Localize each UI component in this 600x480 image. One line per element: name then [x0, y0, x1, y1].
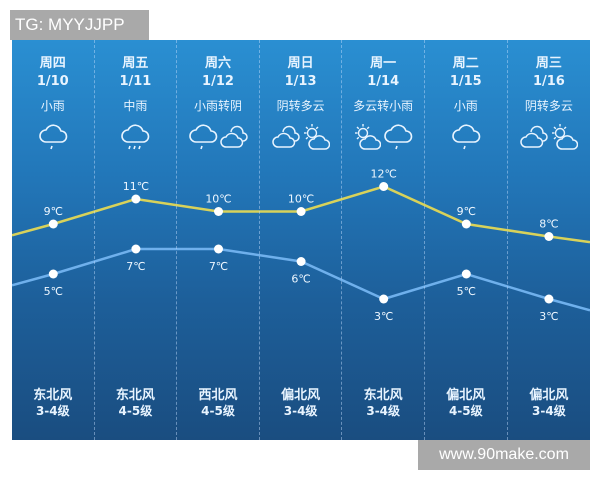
weekday-label: 周四 [39, 56, 66, 71]
low-temp-point [461, 269, 471, 279]
low-temp-label: 6℃ [291, 273, 310, 286]
high-temp-point [379, 182, 389, 191]
high-temp-label: 11℃ [123, 180, 149, 193]
watermark-bottom: www.90make.com [418, 440, 590, 470]
date-label: 1/13 [284, 74, 317, 89]
weather-icons [508, 120, 591, 158]
high-temp-point [214, 207, 223, 216]
weekday-label: 周三 [535, 56, 562, 71]
temperature-chart: 9℃ 11℃ 10℃ 10℃ 12℃ 9℃ 8℃ 5℃ 7℃ 7℃ 6℃ 3℃ 5℃ 3℃ [12, 168, 590, 323]
wind-direction: 东北风 [363, 388, 403, 403]
light-rain-icon [38, 120, 68, 158]
low-temp-label: 7℃ [209, 260, 228, 273]
date-label: 1/16 [532, 74, 565, 89]
wind-direction: 偏北风 [446, 388, 486, 403]
low-temp-label: 7℃ [126, 260, 145, 273]
date-label: 1/14 [367, 74, 400, 89]
light-rain-icon [451, 120, 481, 158]
moderate-rain-icon [120, 120, 150, 158]
low-temp-point [48, 269, 58, 279]
weather-icons [260, 120, 342, 158]
date-label: 1/11 [119, 74, 152, 89]
condition-label: 中雨 [123, 99, 148, 113]
weather-icons [12, 120, 94, 158]
weekday-label: 周六 [204, 56, 231, 71]
high-temp-point [131, 194, 141, 204]
high-temp-point [296, 207, 306, 216]
weekday-label: 周日 [287, 56, 314, 71]
wind-level: 4-5级 [448, 404, 483, 418]
weather-icons [342, 120, 424, 158]
light-rain-icon [188, 120, 218, 158]
day-column: 周五 1/11 中雨东北风 4-5级 [95, 40, 178, 440]
wind-level: 3-4级 [283, 404, 318, 418]
wind-direction: 东北风 [115, 388, 155, 403]
high-temp-label: 8℃ [539, 218, 558, 231]
condition-label: 小雨 [453, 99, 478, 113]
condition-label: 多云转小雨 [353, 99, 414, 113]
low-temp-point [544, 294, 554, 304]
day-column: 周三 1/16 阴转多云偏北风 3-4级 [508, 40, 591, 440]
low-temp-label: 5℃ [44, 285, 63, 298]
low-temp-label: 3℃ [539, 310, 558, 323]
high-temp-label: 12℃ [371, 168, 397, 181]
date-label: 1/15 [449, 74, 482, 89]
condition-label: 小雨转阴 [193, 99, 242, 113]
overcast-icon [271, 120, 300, 158]
wind-direction: 东北风 [33, 388, 73, 403]
overcast-icon [520, 120, 548, 158]
wind-level: 3-4级 [366, 404, 401, 418]
weather-icons [425, 120, 507, 158]
low-temp-point [131, 244, 141, 254]
low-temp-point [296, 257, 306, 266]
date-label: 1/10 [36, 74, 69, 89]
wind-level: 3-4级 [35, 404, 70, 418]
high-temp-label: 9℃ [457, 205, 476, 218]
date-label: 1/12 [202, 74, 234, 89]
high-temp-label: 10℃ [205, 193, 231, 206]
weekday-label: 周五 [122, 56, 149, 71]
condition-label: 阴转多云 [276, 99, 325, 113]
low-temp-label: 3℃ [374, 310, 393, 323]
partly-cloudy-icon [353, 120, 382, 158]
high-temp-point [461, 219, 471, 229]
wind-level: 4-5级 [118, 404, 153, 418]
low-temp-point [214, 244, 223, 254]
partly-cloudy-icon [302, 120, 330, 158]
day-column: 周六 1/12 小雨转阴西北风 4-5级 [177, 40, 260, 440]
day-column: 周日 1/13 阴转多云偏北风 3-4级 [260, 40, 343, 440]
weekday-label: 周二 [452, 56, 479, 71]
weather-forecast-panel: 9℃ 11℃ 10℃ 10℃ 12℃ 9℃ 8℃ 5℃ 7℃ 7℃ 6℃ 3℃ 5℃ 3℃ 周四 1/10 小… [12, 40, 590, 440]
light-rain-icon [383, 120, 413, 158]
high-temp-point [544, 232, 554, 241]
day-column: 周一 1/14 多云转小雨东北风 3-4级 [342, 40, 425, 440]
wind-direction: 西北风 [198, 388, 238, 403]
partly-cloudy-icon [550, 120, 579, 158]
low-temp-point [379, 294, 389, 304]
wind-level: 3-4级 [532, 404, 566, 418]
high-temp-label: 10℃ [288, 193, 314, 206]
wind-level: 4-5级 [201, 404, 235, 418]
weather-icons [177, 120, 259, 158]
day-column: 周四 1/10 小雨东北风 3-4级 [12, 40, 95, 440]
watermark-top: TG: MYYJJPP [10, 10, 149, 40]
condition-label: 阴转多云 [524, 99, 573, 113]
high-temp-label: 9℃ [44, 205, 63, 218]
condition-label: 小雨 [40, 99, 65, 113]
wind-direction: 偏北风 [529, 388, 569, 403]
overcast-icon [220, 120, 248, 158]
high-temp-point [48, 219, 58, 229]
weather-icons [95, 120, 177, 158]
weekday-label: 周一 [370, 56, 397, 71]
day-column: 周二 1/15 小雨偏北风 4-5级 [425, 40, 508, 440]
wind-direction: 偏北风 [281, 388, 321, 403]
low-temp-label: 5℃ [457, 285, 476, 298]
